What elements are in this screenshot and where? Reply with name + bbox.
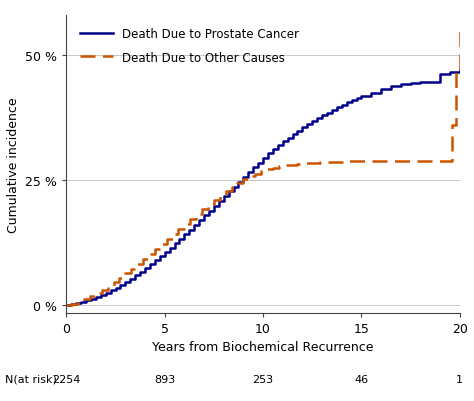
Text: 2254: 2254 <box>52 374 81 384</box>
X-axis label: Years from Biochemical Recurrence: Years from Biochemical Recurrence <box>152 340 374 353</box>
Legend: Death Due to Prostate Cancer, Death Due to Other Causes: Death Due to Prostate Cancer, Death Due … <box>76 25 303 69</box>
Text: 46: 46 <box>355 374 368 384</box>
Text: 893: 893 <box>154 374 175 384</box>
Text: 253: 253 <box>253 374 273 384</box>
Text: N(at risk): N(at risk) <box>5 374 56 384</box>
Text: 1: 1 <box>456 374 463 384</box>
Y-axis label: Cumulative incidence: Cumulative incidence <box>7 97 20 232</box>
